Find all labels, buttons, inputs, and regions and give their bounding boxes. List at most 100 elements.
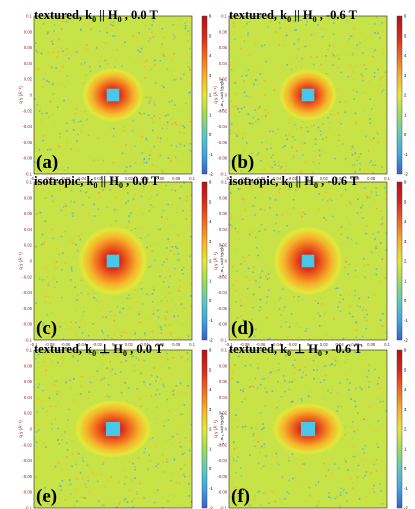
x-tick-label: -0.02: [92, 342, 102, 347]
panel-title: isotropic, k0 || H0 , -0.6 T: [229, 174, 359, 190]
colorbar-tick-label: 0: [209, 298, 212, 303]
colorbar-tick-label: 6: [209, 348, 212, 353]
colorbar-tick-label: 5: [404, 33, 407, 38]
y-axis-label: q y (Å⁻¹): [212, 420, 218, 438]
heatmap: [34, 16, 192, 174]
x-tick-label: 0.1: [189, 176, 195, 181]
x-tick-label: 0.1: [189, 342, 195, 347]
x-tick-label: 0.04: [141, 342, 150, 347]
panel-title: textured, k0 ⊥ H0 , 0.0 T: [34, 342, 164, 358]
y-tick-label: -0.02: [22, 442, 32, 447]
y-tick-label: -0.06: [217, 474, 227, 479]
x-tick-label: 0.1: [384, 176, 390, 181]
panel-label: (f): [231, 486, 250, 507]
y-tick-label: -0.02: [217, 108, 227, 113]
y-tick-label: -0.02: [22, 108, 32, 113]
panel-e: -0.1 -0.08 -0.06 -0.04 -0.02 0 0.02 0.04 0.06 0.0…: [17, 342, 225, 509]
panel-f: -0.1 -0.08 -0.06 -0.04 -0.02 0 0.02 0.04 0.06 0.0…: [212, 342, 408, 509]
y-tick-label: 0.04: [24, 395, 33, 400]
colorbar-tick-label: -1: [209, 318, 213, 323]
colorbar-tick-label: 6: [404, 14, 407, 19]
y-tick-label: 0.1: [26, 180, 32, 185]
y-tick-label: -0.08: [217, 322, 227, 327]
x-tick-label: -0.04: [272, 342, 282, 347]
colorbar-tick-label: -1: [404, 486, 408, 491]
y-tick-label: 0.02: [219, 243, 228, 248]
x-tick-label: 0.02: [320, 176, 329, 181]
colorbar-tick-label: 5: [209, 367, 212, 372]
y-tick-label: 0.04: [219, 395, 228, 400]
y-tick-label: -0.02: [22, 274, 32, 279]
y-tick-label: -0.04: [217, 290, 227, 295]
colorbar-tick-label: 1: [209, 112, 212, 117]
x-tick-label: -0.06: [61, 176, 71, 181]
y-tick-label: 0.02: [24, 77, 33, 82]
y-tick-label: -0.06: [22, 306, 32, 311]
beamstop: [106, 254, 120, 268]
x-tick-label: 0.08: [172, 176, 181, 181]
colorbar-tick-label: 1: [404, 112, 407, 117]
y-tick-label: -0.06: [217, 140, 227, 145]
colorbar-tick-label: 2: [209, 93, 212, 98]
panel-title: textured, k0 || H0 , -0.6 T: [229, 8, 358, 24]
panel-b: -0.1 -0.08 -0.06 -0.04 -0.02 0 0.02 0.04 0.06 0.0…: [212, 8, 408, 188]
colorbar-tick-label: 4: [404, 53, 407, 58]
colorbar: [396, 15, 403, 175]
y-axis-label: q y (Å⁻¹): [17, 420, 23, 438]
colorbar-tick-label: 3: [209, 73, 212, 78]
y-tick-label: -0.1: [25, 506, 33, 509]
colorbar-label: ln(Σ/Ω) (cm⁻¹ sr⁻¹): [220, 413, 225, 446]
y-axis-label: q y (Å⁻¹): [17, 86, 23, 104]
colorbar-tick-label: -1: [404, 318, 408, 323]
colorbar-label: ln(Σ/Ω) (cm⁻¹ sr⁻¹): [220, 79, 225, 112]
panel-title: textured, k0 ⊥ H0 , -0.6 T: [229, 342, 363, 358]
panel-d: -0.1 -0.08 -0.06 -0.04 -0.02 0 0.02 0.04 0.06 0.0…: [212, 174, 408, 354]
beamstop: [105, 421, 121, 437]
y-tick-label: 0.08: [24, 29, 33, 34]
x-tick-label: -0.08: [240, 176, 250, 181]
y-tick-label: -0.1: [220, 506, 228, 509]
heatmap: [34, 350, 192, 508]
x-tick-label: 0.1: [384, 342, 390, 347]
x-tick-label: 0: [112, 176, 115, 181]
beamstop: [301, 254, 315, 268]
colorbar-tick-label: -2: [404, 506, 408, 509]
colorbar-tick-label: 6: [209, 14, 212, 19]
colorbar-tick-label: -1: [209, 152, 213, 157]
x-tick-label: -0.08: [45, 176, 55, 181]
plot-frame: [228, 15, 388, 175]
y-tick-label: 0: [30, 259, 33, 264]
y-tick-label: 0.1: [26, 348, 32, 353]
x-tick-label: 0.04: [336, 176, 345, 181]
x-tick-label: -0.06: [256, 342, 266, 347]
colorbar-tick-label: 5: [209, 199, 212, 204]
y-tick-label: 0.02: [219, 77, 228, 82]
colorbar-tick-label: -2: [209, 506, 213, 509]
y-tick-label: 0.06: [219, 379, 228, 384]
panel-title: textured, k0 || H0 , 0.0 T: [34, 8, 159, 24]
x-tick-label: -0.04: [272, 176, 282, 181]
colorbar-tick-label: 5: [209, 33, 212, 38]
x-tick-label: -0.04: [77, 342, 87, 347]
x-tick-label: 0: [307, 342, 310, 347]
colorbar-tick-label: 5: [404, 367, 407, 372]
colorbar-tick-label: 6: [404, 180, 407, 185]
colorbar-tick-label: 1: [404, 278, 407, 283]
y-tick-label: -0.08: [22, 322, 32, 327]
colorbar: [396, 349, 403, 509]
x-tick-label: 0.02: [125, 342, 134, 347]
y-tick-label: -0.02: [217, 274, 227, 279]
colorbar-tick-label: 4: [209, 53, 212, 58]
x-tick-label: 0.08: [172, 342, 181, 347]
colorbar-tick-label: 6: [209, 180, 212, 185]
colorbar: [201, 181, 208, 341]
colorbar-tick-label: 2: [404, 427, 407, 432]
plot-frame: [33, 181, 193, 341]
colorbar-tick-label: 0: [209, 132, 212, 137]
x-tick-label: -0.08: [45, 342, 55, 347]
colorbar-tick-label: 1: [209, 278, 212, 283]
x-tick-label: 0: [112, 342, 115, 347]
y-tick-label: 0: [30, 427, 33, 432]
colorbar-tick-label: 1: [404, 446, 407, 451]
